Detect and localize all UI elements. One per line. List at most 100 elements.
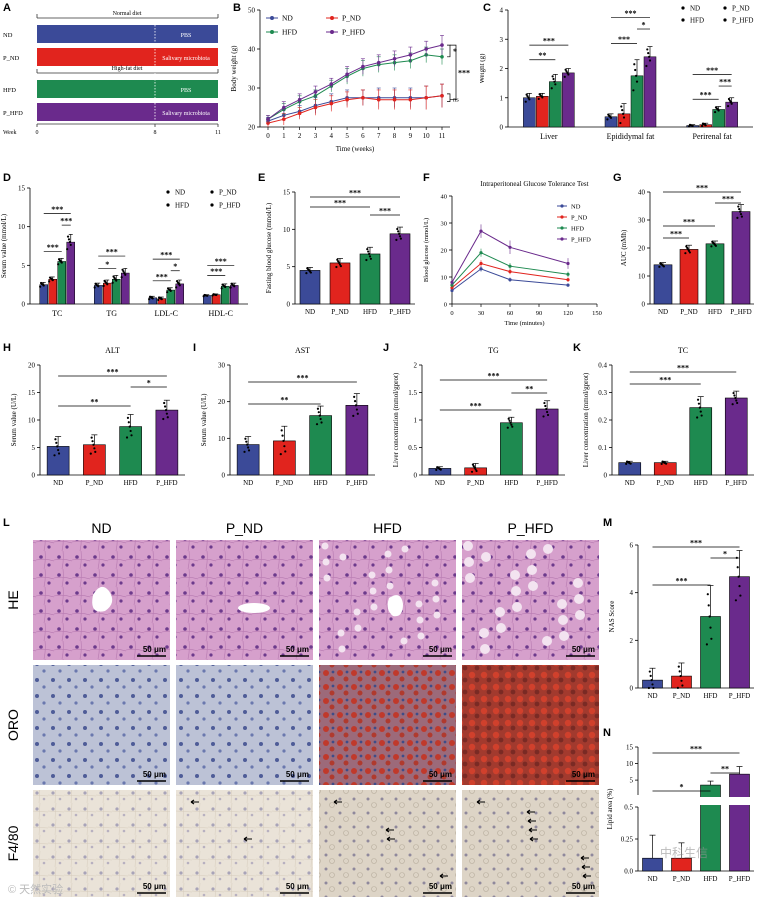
y-axis-label: Weight (g) — [480, 53, 486, 84]
bar-nd — [236, 444, 260, 476]
data-point — [625, 462, 628, 465]
data-point — [93, 286, 96, 289]
data-point — [679, 674, 682, 678]
legend-label: P_HFD — [732, 17, 753, 25]
data-point — [479, 267, 483, 271]
panel-letter-h: H — [3, 342, 11, 354]
scale-bar-label: 50 μm — [572, 645, 595, 654]
data-point — [700, 124, 704, 128]
data-point — [732, 391, 735, 395]
lipid-vacuole — [512, 602, 522, 612]
x-tick-label: HFD — [694, 479, 708, 487]
x-tick-label: HFD — [124, 479, 138, 487]
data-point — [629, 462, 632, 465]
y-axis-label: Blood glucose (mmol/L) — [423, 218, 430, 282]
data-point — [508, 419, 511, 422]
data-point — [148, 298, 151, 301]
macrophage-arrow-icon — [581, 864, 590, 870]
data-point — [510, 423, 513, 426]
lipid-vacuole — [323, 574, 331, 582]
significance-label: *** — [618, 35, 630, 44]
data-point — [739, 594, 742, 597]
data-point — [648, 670, 651, 673]
significance-label: *** — [543, 37, 555, 46]
legend-label: P_HFD — [571, 237, 591, 244]
data-point — [282, 105, 286, 110]
y-tick-label: 0.4 — [598, 362, 607, 370]
lipid-vacuole — [464, 557, 474, 567]
lipid-vacuole — [465, 573, 475, 583]
scale-bar-label: 50 μm — [429, 770, 452, 779]
micrograph-tissue — [176, 665, 313, 785]
significance-label: *** — [210, 267, 222, 276]
data-point — [368, 255, 372, 258]
lipid-vacuole — [415, 600, 423, 608]
bar-p-hfd — [389, 233, 411, 305]
data-point — [284, 450, 287, 453]
data-point — [684, 252, 687, 255]
significance-label: * — [147, 379, 151, 388]
bar-p-nd — [679, 249, 699, 305]
lipid-vacuole — [401, 545, 409, 553]
legend-label: P_ND — [219, 189, 237, 197]
data-point — [57, 448, 60, 452]
data-point — [53, 454, 56, 457]
data-point — [710, 637, 713, 640]
x-tick-label: 120 — [563, 310, 573, 317]
data-point — [609, 116, 613, 119]
data-point — [739, 210, 742, 213]
data-point — [178, 284, 181, 287]
data-point — [652, 686, 655, 690]
y-tick-label: 10 — [218, 435, 226, 443]
legend-label: HFD — [175, 202, 189, 210]
significance-label: * — [680, 783, 684, 792]
legend-marker — [270, 16, 274, 20]
data-point — [396, 227, 399, 231]
axis-break-gap — [634, 797, 754, 805]
data-point — [355, 408, 358, 411]
x-tick-label: P_ND — [673, 692, 691, 700]
x-tick-label: P_HFD — [156, 479, 177, 487]
significance-label: *** — [47, 243, 59, 252]
data-point — [398, 235, 402, 238]
x-tick-label: P_ND — [656, 479, 674, 487]
data-point — [122, 270, 125, 273]
data-point — [730, 102, 733, 105]
lipid-vacuole — [481, 552, 491, 562]
y-tick-label: 6 — [630, 542, 634, 550]
data-point — [552, 77, 555, 81]
data-point — [508, 278, 512, 282]
data-point — [106, 283, 109, 286]
y-tick-label: 0 — [32, 472, 36, 480]
lipid-vacuole — [416, 616, 424, 624]
bar-p-nd — [617, 113, 631, 128]
row-text-nd: PBS — [181, 33, 192, 39]
x-tick-label: P_HFD — [730, 308, 751, 316]
significance-label: *** — [677, 364, 689, 373]
macrophage-arrow-icon — [526, 809, 535, 815]
data-point — [511, 425, 514, 428]
data-point — [317, 411, 320, 414]
y-tick-label: 5 — [630, 777, 634, 785]
panel-letter-m: M — [603, 517, 612, 529]
data-point — [710, 245, 713, 248]
data-point — [51, 278, 54, 282]
significance-label: *** — [334, 199, 346, 208]
y-tick-label: 0 — [604, 472, 608, 480]
data-point — [316, 407, 320, 410]
data-point — [266, 117, 270, 121]
data-point — [115, 279, 118, 282]
row-text-p-nd: Salivary microbiota — [162, 56, 210, 62]
x-axis-label: Time (weeks) — [336, 145, 375, 153]
data-point — [676, 686, 679, 689]
data-point — [163, 401, 166, 405]
data-point — [318, 414, 321, 417]
data-point — [282, 117, 286, 121]
data-point — [506, 426, 509, 429]
micrograph-oro-p-hfd: 50 μm — [462, 665, 599, 785]
data-point — [233, 285, 236, 288]
micrograph-tissue — [319, 665, 456, 785]
micrograph-tissue — [33, 665, 170, 785]
x-tick-label: 7 — [377, 132, 381, 140]
chart-i-ast: I AST 0 10 20 30 Serum value (U/L) ND P_ND HFD P_H… — [193, 342, 375, 487]
